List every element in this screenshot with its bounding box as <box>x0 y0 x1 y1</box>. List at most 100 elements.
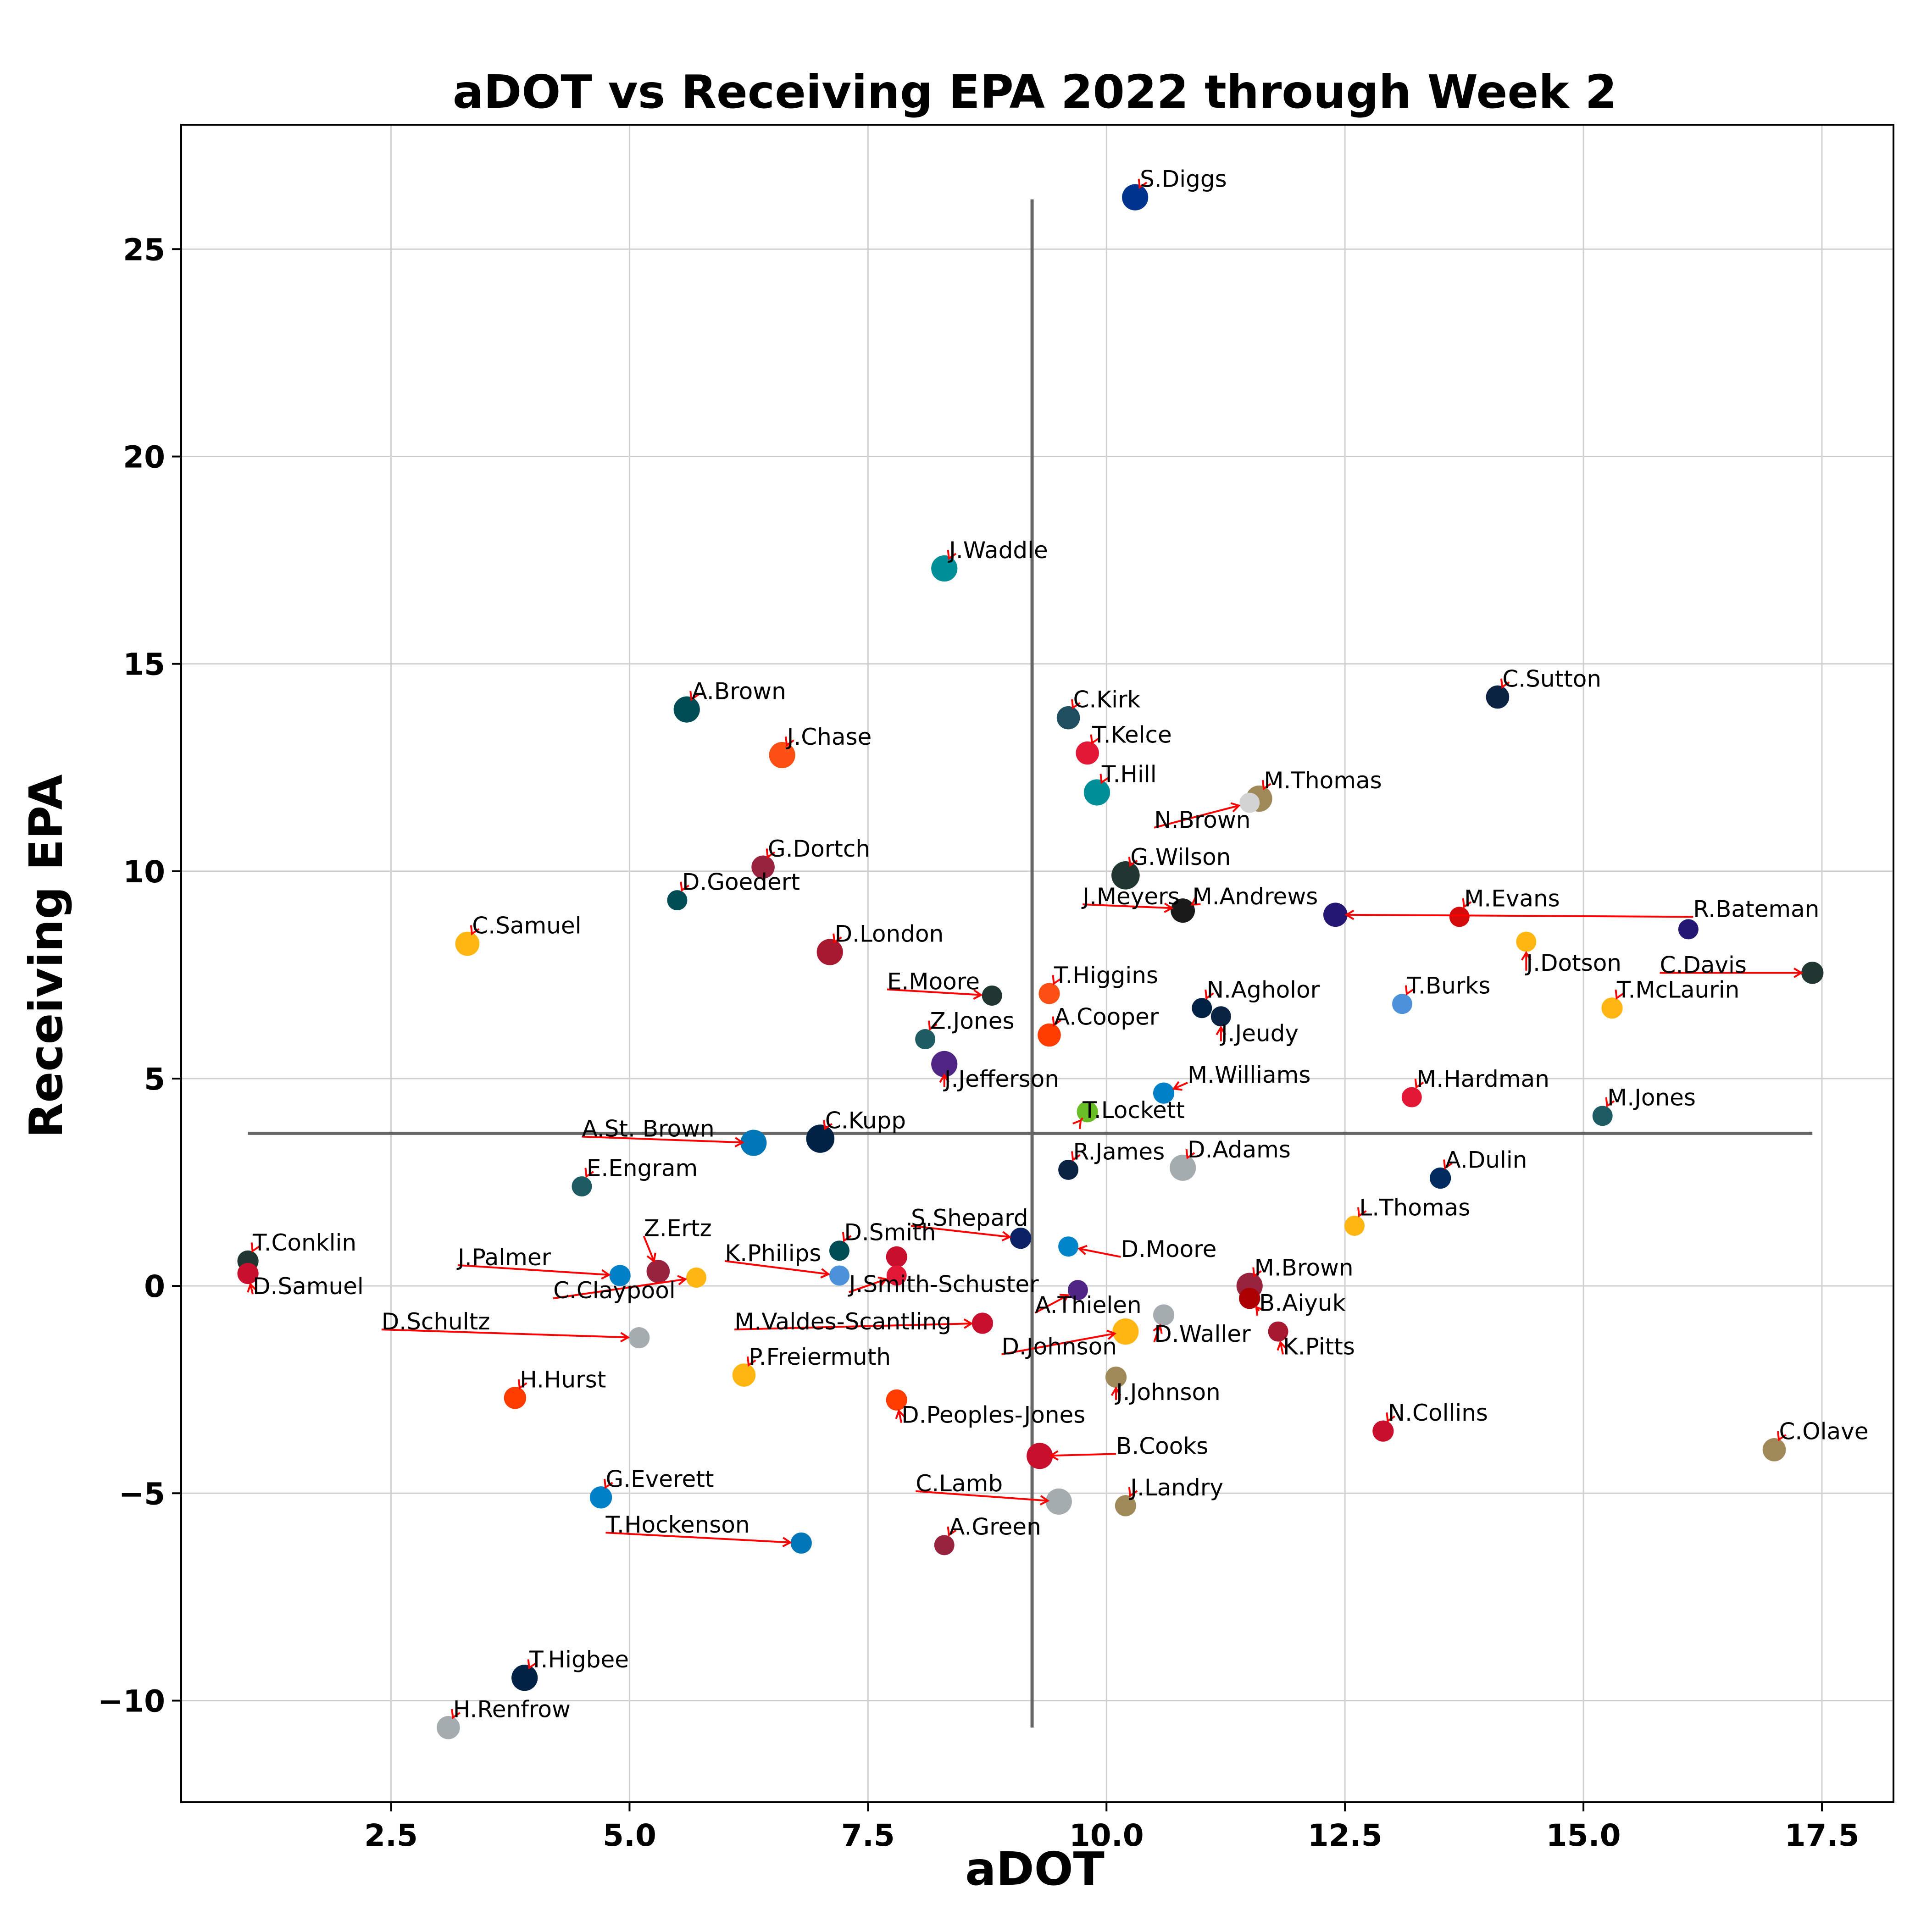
label-arrowhead <box>1405 985 1415 996</box>
point-label: D.Waller <box>1154 1321 1251 1347</box>
point-label: N.Agholor <box>1207 977 1320 1003</box>
label-arrow <box>643 1235 655 1262</box>
data-point <box>1762 1438 1786 1462</box>
label-arrowhead <box>1462 898 1472 908</box>
point-label: D.Moore <box>1121 1236 1216 1262</box>
data-point <box>1449 907 1470 927</box>
label-arrowhead <box>1262 780 1271 791</box>
data-point <box>673 696 700 723</box>
label-arrowhead <box>820 1268 831 1279</box>
point-label: J.Smith-Schuster <box>848 1271 1039 1298</box>
data-point <box>1170 1154 1196 1181</box>
point-label: C.Kupp <box>825 1107 906 1134</box>
label-arrow <box>605 1532 790 1544</box>
data-point <box>1153 1082 1175 1104</box>
label-arrow <box>887 988 981 996</box>
label-arrowhead <box>1216 1025 1227 1035</box>
point-label: Z.Ertz <box>644 1215 712 1242</box>
y-tick-label: 10 <box>123 854 165 890</box>
data-point <box>886 1389 907 1411</box>
point-label: M.Jones <box>1607 1085 1696 1111</box>
label-arrowhead <box>1255 1306 1265 1316</box>
data-point <box>1112 1318 1139 1345</box>
data-point <box>1239 792 1260 813</box>
label-arrowhead <box>1605 1097 1615 1108</box>
label-arrowhead <box>689 691 699 701</box>
label-arrowhead <box>620 1332 630 1343</box>
point-label: C.Sutton <box>1502 665 1601 692</box>
label-arrow <box>1050 1453 1116 1457</box>
y-tick-label: 20 <box>123 439 165 475</box>
label-arrowhead <box>1071 699 1081 709</box>
data-point <box>1192 998 1212 1019</box>
data-point <box>769 742 795 769</box>
label-arrowhead <box>1205 989 1214 1000</box>
point-label: J.Jefferson <box>943 1066 1059 1092</box>
point-label: M.Valdes-Scantling <box>734 1308 951 1335</box>
point-label: C.Samuel <box>472 912 581 939</box>
point-label: S.Diggs <box>1140 166 1227 193</box>
point-label: A.Thielen <box>1035 1292 1141 1318</box>
data-point <box>572 1176 592 1197</box>
x-tick-label: 2.5 <box>364 1818 418 1853</box>
label-arrowhead <box>1077 1245 1088 1255</box>
label-arrow <box>1173 1082 1188 1090</box>
point-label: M.Brown <box>1255 1255 1354 1281</box>
point-label: E.Moore <box>887 969 980 995</box>
x-tick-label: 17.5 <box>1785 1818 1860 1853</box>
data-point <box>1392 994 1412 1014</box>
data-point <box>982 985 1002 1006</box>
data-point <box>1516 931 1537 952</box>
label-arrowhead <box>601 1269 611 1280</box>
label-arrowhead <box>1344 909 1355 920</box>
point-label: J.Waddle <box>948 537 1048 564</box>
data-point <box>931 1051 958 1077</box>
point-label: D.Schultz <box>382 1308 490 1335</box>
data-point <box>1344 1215 1365 1236</box>
label-arrowhead <box>1049 1450 1059 1461</box>
point-label: C.Davis <box>1660 952 1746 978</box>
point-label: L.Thomas <box>1359 1194 1470 1221</box>
label-arrowhead <box>1793 968 1804 978</box>
data-point <box>628 1327 650 1349</box>
point-label: T.Hill <box>1101 761 1157 787</box>
label-arrowhead <box>1500 678 1510 689</box>
data-point <box>1083 779 1110 806</box>
data-point <box>667 890 688 911</box>
label-arrowhead <box>939 1073 950 1083</box>
data-point <box>1077 1101 1098 1123</box>
data-point <box>972 1312 994 1334</box>
label-arrowhead <box>1443 1159 1453 1170</box>
data-point <box>1801 962 1824 984</box>
data-point <box>1038 1023 1061 1047</box>
label-arrowhead <box>734 1137 744 1148</box>
point-label: G.Dortch <box>768 836 870 862</box>
data-point <box>1268 1321 1288 1342</box>
point-label: A.Brown <box>692 678 786 704</box>
data-point <box>1115 1495 1136 1517</box>
data-point <box>829 1240 849 1261</box>
point-label: M.Thomas <box>1264 767 1382 794</box>
label-arrowhead <box>1039 1495 1050 1506</box>
data-point <box>237 1262 259 1284</box>
plot-frame <box>180 124 1894 1803</box>
point-label: B.Cooks <box>1116 1433 1208 1459</box>
point-label: C.Kirk <box>1073 686 1140 713</box>
point-label: C.Claypool <box>553 1277 676 1304</box>
point-label: G.Wilson <box>1130 844 1231 870</box>
label-arrowhead <box>517 1379 527 1390</box>
point-label: D.Goedert <box>682 869 800 895</box>
y-tick-label: 5 <box>144 1062 165 1097</box>
data-point <box>504 1387 527 1409</box>
point-label: H.Renfrow <box>453 1696 571 1723</box>
label-arrow <box>553 1278 686 1300</box>
point-label: N.Collins <box>1388 1400 1488 1426</box>
data-point <box>1323 902 1348 927</box>
y-tick-label: −10 <box>98 1683 165 1719</box>
label-arrowhead <box>646 1252 656 1263</box>
label-arrowhead <box>584 1168 594 1178</box>
data-point <box>931 555 958 582</box>
label-arrowhead <box>1052 1016 1062 1027</box>
data-point <box>751 855 775 879</box>
